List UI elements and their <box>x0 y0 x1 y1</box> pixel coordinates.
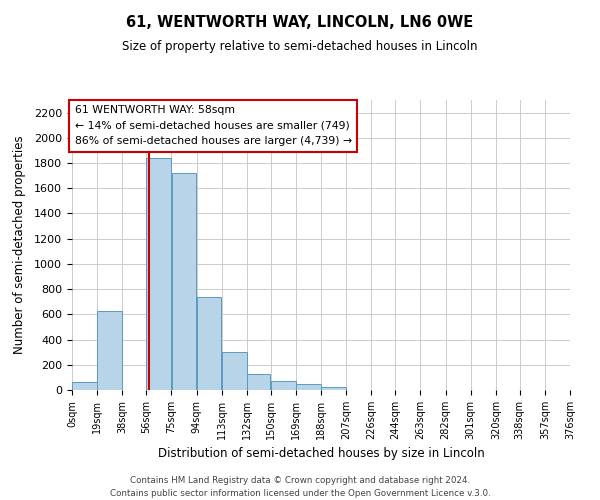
Y-axis label: Number of semi-detached properties: Number of semi-detached properties <box>13 136 26 354</box>
Bar <box>321 388 346 390</box>
Bar <box>97 310 122 390</box>
Bar <box>271 381 296 390</box>
Bar <box>72 382 97 390</box>
Bar <box>146 158 171 390</box>
Bar <box>172 173 196 390</box>
Text: Size of property relative to semi-detached houses in Lincoln: Size of property relative to semi-detach… <box>122 40 478 53</box>
X-axis label: Distribution of semi-detached houses by size in Lincoln: Distribution of semi-detached houses by … <box>158 448 484 460</box>
Bar <box>197 296 221 390</box>
Text: Contains public sector information licensed under the Open Government Licence v.: Contains public sector information licen… <box>110 488 490 498</box>
Bar <box>222 352 247 390</box>
Text: 61, WENTWORTH WAY, LINCOLN, LN6 0WE: 61, WENTWORTH WAY, LINCOLN, LN6 0WE <box>127 15 473 30</box>
Bar <box>247 374 271 390</box>
Text: Contains HM Land Registry data © Crown copyright and database right 2024.: Contains HM Land Registry data © Crown c… <box>130 476 470 485</box>
Bar <box>296 384 321 390</box>
Text: 61 WENTWORTH WAY: 58sqm
← 14% of semi-detached houses are smaller (749)
86% of s: 61 WENTWORTH WAY: 58sqm ← 14% of semi-de… <box>74 105 352 146</box>
